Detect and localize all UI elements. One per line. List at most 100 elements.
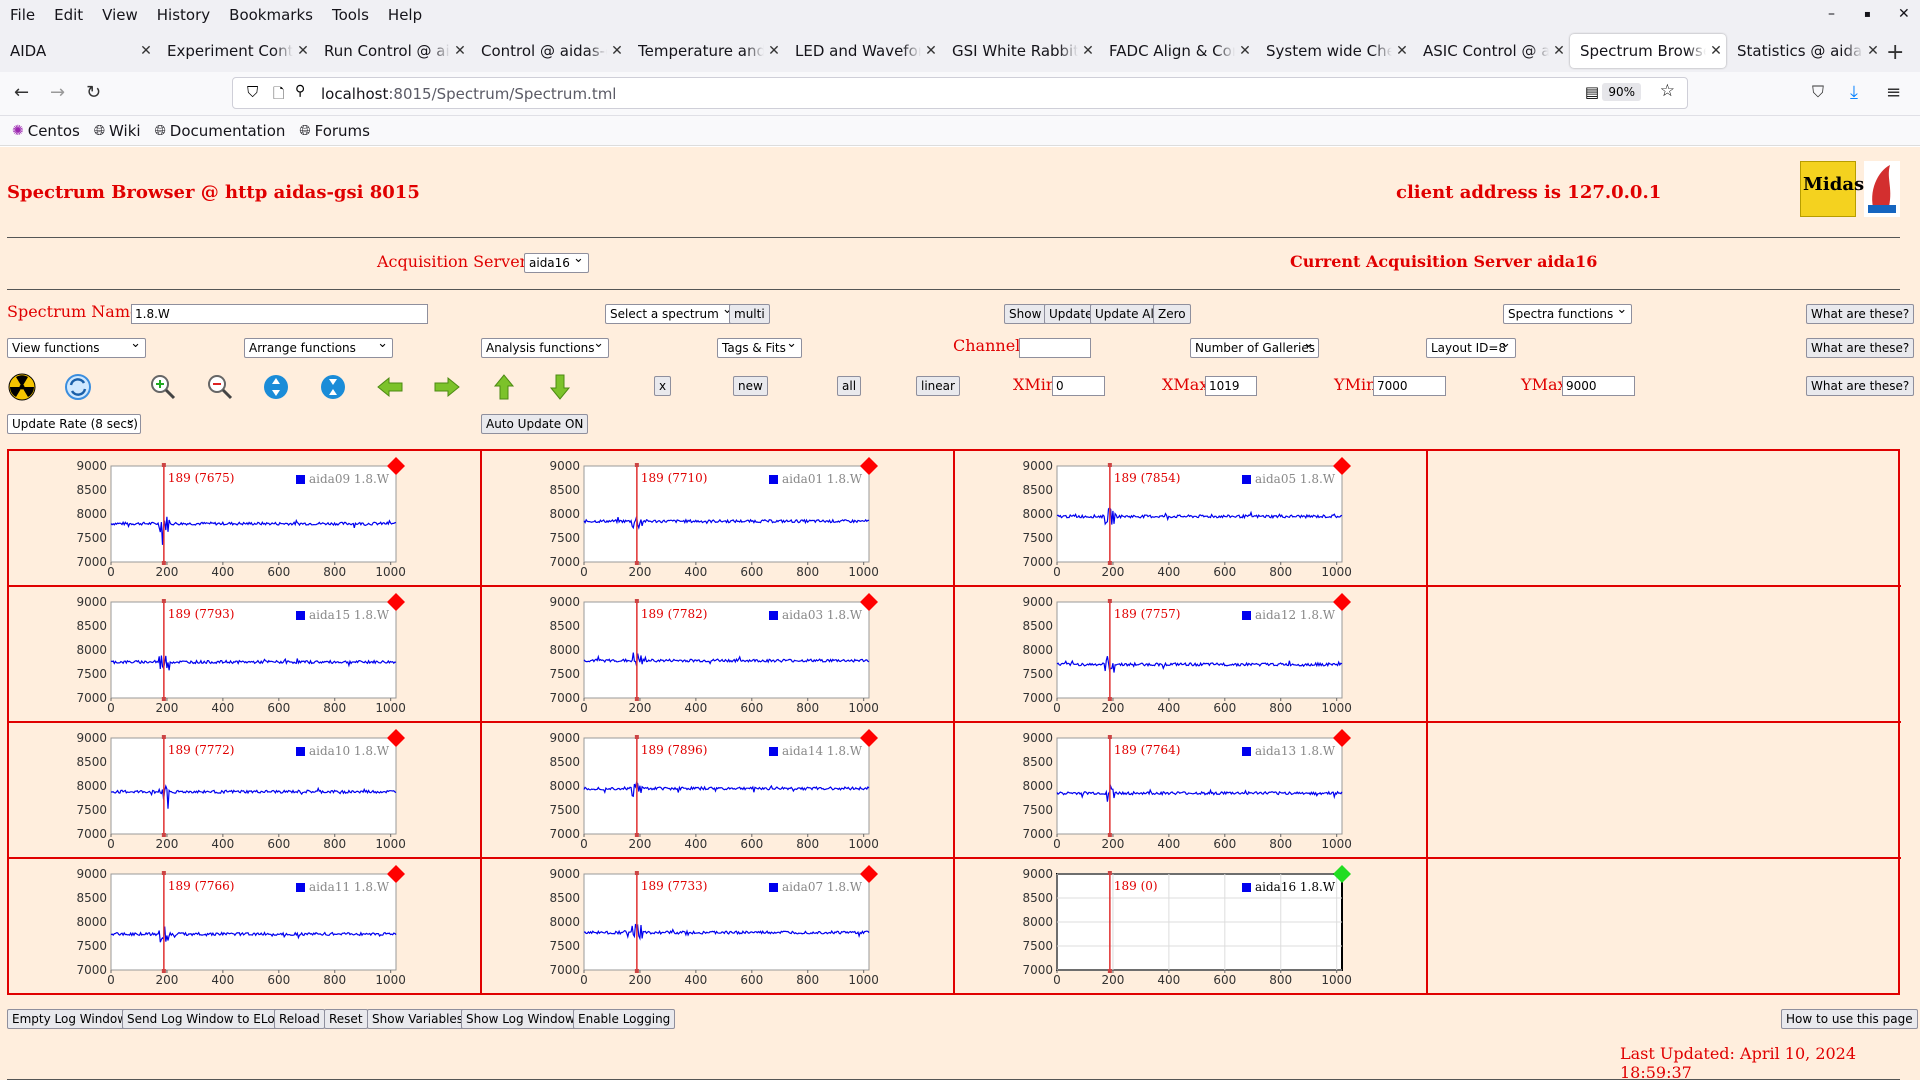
status-diamond-icon[interactable] [860,593,878,611]
ymin-input[interactable]: 7000 [1373,376,1446,396]
tab-close-icon[interactable]: ✕ [1082,43,1094,59]
spectrum-name-input[interactable]: 1.8.W [131,304,428,324]
show-button[interactable]: Show [1004,304,1047,324]
menu-file[interactable]: File [10,6,36,24]
menu-view[interactable]: View [102,6,138,24]
tab-close-icon[interactable]: ✕ [768,43,780,59]
status-diamond-icon[interactable] [1333,593,1351,611]
browser-tab[interactable]: LED and Waveform✕ [785,34,941,68]
browser-tab[interactable]: FADC Align & Cont ✕ [1099,34,1255,68]
status-diamond-icon[interactable] [1333,457,1351,475]
browser-tab[interactable]: Temperature and s✕ [628,34,784,68]
zoom-out-icon[interactable] [206,373,234,401]
reset-button[interactable]: Reset [324,1009,368,1029]
bookmark-star-icon[interactable]: ☆ [1659,81,1675,101]
channel-input[interactable] [1019,338,1091,358]
auto-update-button[interactable]: Auto Update ON [481,414,589,434]
show-variables-button[interactable]: Show Variables [367,1009,469,1029]
shield-icon[interactable]: ⛉ [247,83,259,101]
maximize-button[interactable]: ▪ [1864,9,1871,20]
all-button[interactable]: all [837,376,862,396]
x-button[interactable]: x [654,376,672,396]
zoom-in-icon[interactable] [149,373,177,401]
status-diamond-icon[interactable] [860,457,878,475]
send-log-to-elog-button[interactable]: Send Log Window to ELog [122,1009,288,1029]
reload-icon[interactable]: ↻ [86,82,102,103]
browser-tab[interactable]: Spectrum Browser ✕ [1570,34,1726,68]
ymax-input[interactable]: 9000 [1562,376,1635,396]
tab-close-icon[interactable]: ✕ [1396,43,1408,59]
bookmark-forums[interactable]: 🌐︎ Forums [299,122,370,140]
multi-button[interactable]: multi [729,304,770,324]
expand-y-icon[interactable] [262,373,290,401]
downloads-icon[interactable]: ⤓ [1850,82,1858,103]
update-all-button[interactable]: Update All [1090,304,1163,324]
down-arrow-icon[interactable] [546,373,574,401]
new-button[interactable]: new [733,376,768,396]
menu-bookmarks[interactable]: Bookmarks [229,6,313,24]
close-window-button[interactable]: ✕ [1898,6,1910,22]
tab-close-icon[interactable]: ✕ [1710,43,1722,59]
forward-icon[interactable]: → [50,82,66,103]
reload-button[interactable]: Reload [274,1009,325,1029]
new-tab-button[interactable]: + [1886,40,1905,65]
browser-tab[interactable]: System wide Check✕ [1256,34,1412,68]
tab-close-icon[interactable]: ✕ [1867,43,1879,59]
tab-close-icon[interactable]: ✕ [140,43,152,59]
compress-y-icon[interactable] [319,373,347,401]
tab-close-icon[interactable]: ✕ [925,43,937,59]
number-of-galleries-dropdown[interactable]: Number of Galleries [1190,336,1319,358]
status-diamond-icon[interactable] [387,729,405,747]
menu-help[interactable]: Help [387,6,423,24]
back-icon[interactable]: ← [14,82,30,103]
tags-fits-dropdown[interactable]: Tags & Fits [717,336,802,358]
minimize-button[interactable]: – [1828,6,1835,22]
left-arrow-icon[interactable] [376,373,404,401]
show-log-window-button[interactable]: Show Log Window [461,1009,580,1029]
right-arrow-icon[interactable] [433,373,461,401]
spectra-functions-dropdown[interactable]: Spectra functions [1503,302,1633,324]
enable-logging-button[interactable]: Enable Logging [573,1009,676,1029]
how-to-use-button[interactable]: How to use this page [1781,1009,1918,1029]
xmax-input[interactable]: 1019 [1205,376,1257,396]
zero-button[interactable]: Zero [1153,304,1191,324]
browser-tab[interactable]: GSI White Rabbit T✕ [942,34,1098,68]
up-arrow-icon[interactable] [490,373,518,401]
radiation-icon[interactable] [8,373,36,401]
update-rate-dropdown[interactable]: Update Rate (8 secs) [7,412,141,434]
refresh-icon[interactable] [64,373,92,401]
select-spectrum-dropdown[interactable]: Select a spectrum [605,302,738,324]
what-are-these-button[interactable]: What are these? [1806,304,1915,324]
xmin-input[interactable]: 0 [1052,376,1105,396]
permissions-icon[interactable]: ⚲ [295,83,306,99]
page-icon[interactable]: 🗋 [273,86,285,102]
bookmark-centos[interactable]: ✺ Centos [12,122,80,140]
acquisition-server-select[interactable]: aida16 [524,251,589,273]
status-diamond-icon[interactable] [387,593,405,611]
status-diamond-icon[interactable] [1333,729,1351,747]
browser-tab[interactable]: ASIC Control @ aid✕ [1413,34,1569,68]
tab-close-icon[interactable]: ✕ [297,43,309,59]
tab-close-icon[interactable]: ✕ [1239,43,1251,59]
analysis-functions-dropdown[interactable]: Analysis functions [481,336,609,358]
tab-close-icon[interactable]: ✕ [1553,43,1565,59]
bookmark-wiki[interactable]: 🌐︎ Wiki [94,122,141,140]
menu-edit[interactable]: Edit [54,6,84,24]
browser-tab[interactable]: AIDA ✕ [0,34,156,68]
reader-view-icon[interactable]: ▤ [1584,83,1599,101]
status-diamond-icon[interactable] [860,865,878,883]
status-diamond-icon[interactable] [387,457,405,475]
status-diamond-icon[interactable] [387,865,405,883]
what-are-these-button[interactable]: What are these? [1806,338,1915,358]
linear-button[interactable]: linear [916,376,960,396]
